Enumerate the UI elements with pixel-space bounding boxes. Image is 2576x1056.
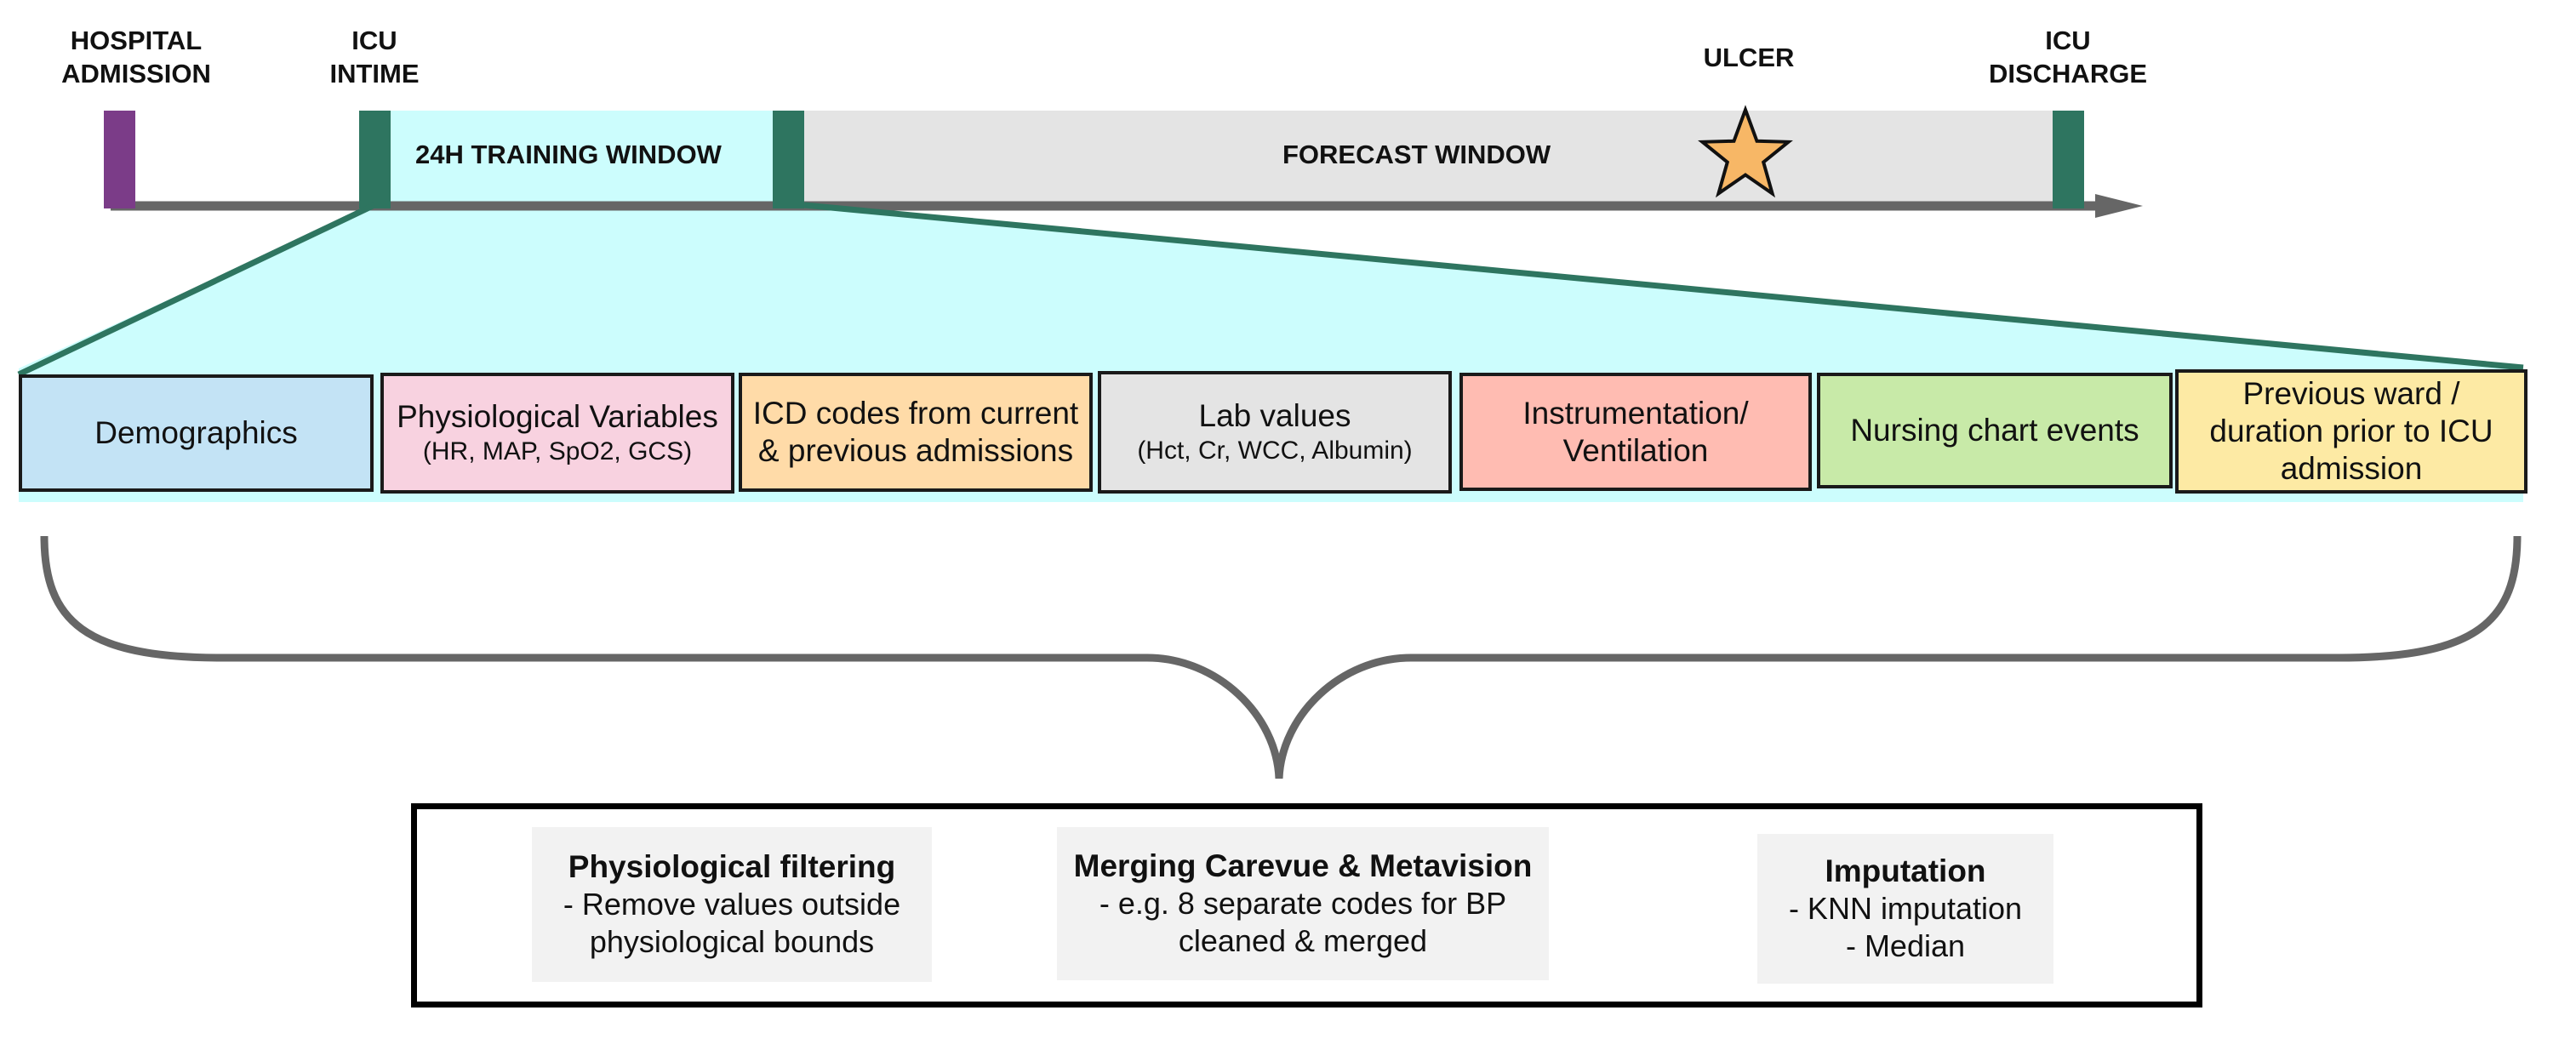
hospital-admission-label: HOSPITAL ADMISSION [61, 26, 211, 88]
category-title: Instrumentation/ Ventilation [1522, 395, 1749, 468]
category-nursing-chart-events: Nursing chart events [1817, 373, 2173, 488]
time-axis-arrowhead [2095, 194, 2143, 218]
zoom-line-right [803, 202, 2524, 371]
icu-intime-label: ICU INTIME [329, 26, 420, 88]
ulcer-star-icon [1698, 105, 1793, 198]
step-heading: Merging Carevue & Metavision [1073, 848, 1533, 883]
training-window-band [374, 111, 804, 207]
category-title: Previous ward / duration prior to ICU ad… [2209, 376, 2493, 486]
step-body: - e.g. 8 separate codes for BP cleaned &… [1099, 886, 1507, 958]
grouping-brace [40, 535, 2522, 779]
category-title: Lab values [1198, 398, 1351, 433]
training-end-marker [773, 111, 804, 208]
training-window-label: 24H TRAINING WINDOW [415, 140, 722, 169]
step-body: - Remove values outside physiological bo… [563, 887, 901, 959]
ulcer-label: ULCER [1703, 43, 1795, 72]
forecast-window-band [804, 111, 2068, 207]
step-body: - KNN imputation - Median [1788, 891, 2023, 963]
step-imputation: Imputation - KNN imputation - Median [1757, 834, 2053, 984]
category-title: Demographics [94, 415, 298, 450]
step-heading: Imputation [1825, 853, 1986, 888]
category-subtitle: (HR, MAP, SpO2, GCS) [422, 437, 693, 465]
step-merging-carevue-metavision: Merging Carevue & Metavision - e.g. 8 se… [1057, 827, 1549, 980]
category-title: ICD codes from current & previous admiss… [752, 396, 1079, 468]
category-icd-codes: ICD codes from current & previous admiss… [739, 373, 1093, 492]
category-previous-ward: Previous ward / duration prior to ICU ad… [2175, 369, 2527, 494]
icu-discharge-label: ICU DISCHARGE [1988, 26, 2147, 88]
category-subtitle: (Hct, Cr, WCC, Albumin) [1137, 437, 1413, 465]
category-title: Nursing chart events [1850, 413, 2139, 448]
category-demographics: Demographics [19, 374, 374, 492]
category-instrumentation-ventilation: Instrumentation/ Ventilation [1459, 373, 1812, 491]
icu-intime-marker [359, 111, 391, 208]
hospital-admission-marker [104, 111, 135, 208]
category-physiological-variables: Physiological Variables (HR, MAP, SpO2, … [380, 373, 734, 494]
category-lab-values: Lab values (Hct, Cr, WCC, Albumin) [1098, 371, 1452, 494]
step-heading: Physiological filtering [568, 849, 896, 884]
forecast-window-label: FORECAST WINDOW [1282, 140, 1551, 169]
step-physiological-filtering: Physiological filtering - Remove values … [532, 827, 932, 982]
zoom-line-left [17, 202, 376, 378]
category-title: Physiological Variables [397, 399, 718, 434]
icu-discharge-marker [2053, 111, 2084, 208]
